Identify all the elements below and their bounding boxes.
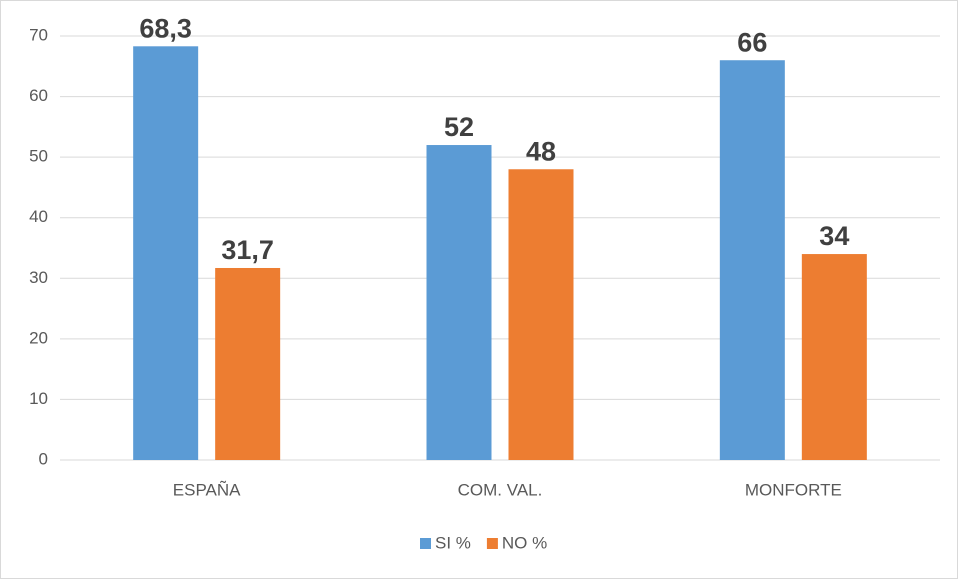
legend-swatch — [486, 538, 498, 549]
y-tick-label: 50 — [29, 147, 48, 166]
x-tick-label: ESPAÑA — [173, 480, 241, 499]
y-tick-label: 10 — [29, 389, 48, 408]
data-label: 66 — [737, 27, 767, 57]
bar — [719, 60, 785, 460]
legend-label: NO % — [502, 533, 547, 552]
legend-swatch — [420, 538, 431, 549]
x-tick-label: MONFORTE — [745, 480, 842, 499]
x-tick-label: COM. VAL. — [458, 480, 543, 499]
y-tick-label: 30 — [29, 268, 48, 287]
bar — [801, 254, 867, 460]
bar — [133, 46, 199, 460]
bar — [426, 145, 492, 460]
legend-label: SI % — [435, 533, 471, 552]
data-label: 52 — [444, 112, 474, 142]
bar — [508, 169, 574, 460]
y-tick-label: 0 — [39, 449, 48, 468]
bar — [215, 267, 281, 460]
y-tick-label: 20 — [29, 328, 48, 347]
y-tick-label: 40 — [29, 207, 48, 226]
y-tick-label: 60 — [29, 86, 48, 105]
data-label: 31,7 — [221, 235, 274, 265]
data-label: 68,3 — [139, 13, 192, 43]
data-label: 34 — [819, 221, 849, 251]
y-tick-label: 70 — [29, 25, 48, 44]
data-label: 48 — [526, 136, 556, 166]
